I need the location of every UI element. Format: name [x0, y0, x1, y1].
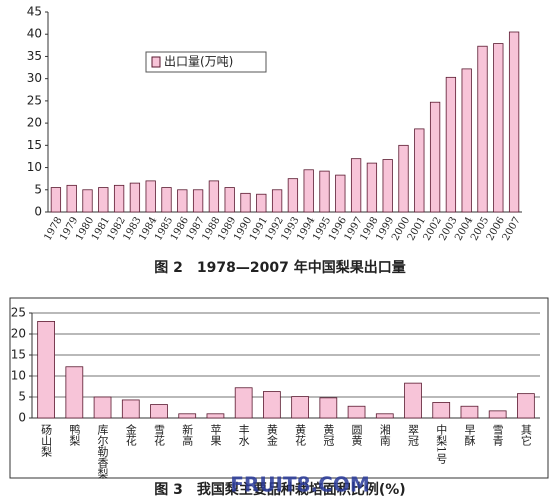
- y-tick-label: 45: [27, 5, 42, 19]
- x-tick-label: 鸭梨: [68, 424, 81, 447]
- x-tick-label: 砀山梨: [40, 424, 53, 458]
- bar: [82, 189, 93, 213]
- bar: [50, 187, 62, 213]
- bar: [98, 187, 109, 213]
- bar: [488, 410, 507, 419]
- bar: [429, 101, 441, 213]
- bar: [113, 184, 125, 213]
- x-tick-label: 库尔勒香梨: [96, 424, 109, 480]
- bar: [432, 402, 451, 419]
- bar: [234, 387, 253, 419]
- y-tick-label: 15: [11, 348, 26, 362]
- bar: [178, 413, 197, 419]
- bar: [208, 180, 220, 213]
- bar: [129, 182, 141, 213]
- x-tick-label: 丰水: [237, 424, 250, 446]
- x-tick-label: 圆黄: [350, 424, 363, 447]
- bar: [477, 45, 488, 213]
- y-tick-label: 5: [18, 390, 26, 404]
- bar: [263, 391, 281, 419]
- x-tick-label: 新高: [181, 423, 194, 447]
- y-tick-label: 30: [27, 71, 42, 85]
- y-tick-label: 35: [27, 49, 42, 63]
- bar: [460, 405, 479, 419]
- x-tick-label: 雪花: [153, 424, 166, 446]
- x-tick-label: 中梨1号: [435, 424, 448, 465]
- bar: [366, 162, 378, 213]
- x-tick-label: 其它: [519, 424, 532, 446]
- bar: [319, 170, 330, 213]
- bar: [508, 31, 520, 213]
- bar: [271, 189, 283, 213]
- y-tick-label: 5: [34, 182, 42, 196]
- bar: [224, 187, 235, 213]
- bar: [256, 193, 267, 213]
- bar: [319, 397, 338, 419]
- x-tick-label: 黄冠: [322, 423, 335, 446]
- bar: [414, 128, 425, 213]
- bar: [240, 192, 251, 213]
- x-tick-label: 金花: [124, 423, 137, 446]
- bar: [65, 366, 84, 419]
- y-tick-label: 10: [11, 369, 26, 383]
- y-tick-label: 10: [27, 160, 42, 174]
- bar: [291, 396, 309, 419]
- chart-frame: [9, 297, 549, 479]
- bar: [177, 189, 188, 213]
- bar: [445, 76, 457, 213]
- y-tick-label: 25: [27, 93, 42, 107]
- bar: [206, 413, 225, 419]
- bar: [66, 184, 77, 213]
- caption: 图 3 我国梨主要品种栽培面积比例(%): [154, 481, 405, 498]
- y-tick-label: 40: [27, 27, 42, 41]
- watermark: FRUIT8.COM: [230, 473, 369, 497]
- bar: [150, 404, 168, 419]
- x-tick-label: 早酥: [463, 424, 476, 447]
- bar: [93, 396, 112, 419]
- bar: [335, 174, 346, 213]
- x-tick-label: 翠冠: [407, 424, 420, 446]
- bar: [303, 169, 314, 213]
- bar: [375, 413, 394, 419]
- bar: [121, 399, 140, 419]
- bar: [350, 158, 362, 213]
- caption: 图 2 1978—2007 年中国梨果出口量: [154, 259, 405, 276]
- x-tick-label: 雪青: [491, 424, 504, 447]
- bar: [192, 189, 204, 213]
- x-tick-label: 黄花: [294, 423, 307, 446]
- x-tick-label: 湘南: [378, 423, 391, 446]
- legend-label: 出口量(万吨): [164, 55, 233, 69]
- x-tick-label: 黄金: [265, 423, 278, 446]
- y-tick-label: 15: [27, 138, 42, 152]
- bar: [398, 144, 409, 213]
- bar: [493, 43, 504, 213]
- legend-box: [145, 51, 267, 73]
- y-tick-label: 20: [11, 327, 26, 341]
- y-tick-label: 0: [18, 411, 26, 425]
- bar: [461, 68, 472, 213]
- bar: [347, 405, 366, 419]
- bar: [37, 320, 55, 419]
- y-tick-label: 0: [34, 205, 42, 219]
- legend-swatch: [151, 56, 161, 68]
- bar: [161, 187, 172, 213]
- x-tick-label: 苹果: [209, 423, 222, 447]
- bar: [517, 393, 535, 419]
- bar: [287, 178, 299, 213]
- bar: [145, 180, 156, 213]
- y-tick-label: 20: [27, 116, 42, 130]
- bar: [404, 382, 422, 419]
- y-tick-label: 25: [11, 306, 26, 320]
- bar: [382, 159, 393, 213]
